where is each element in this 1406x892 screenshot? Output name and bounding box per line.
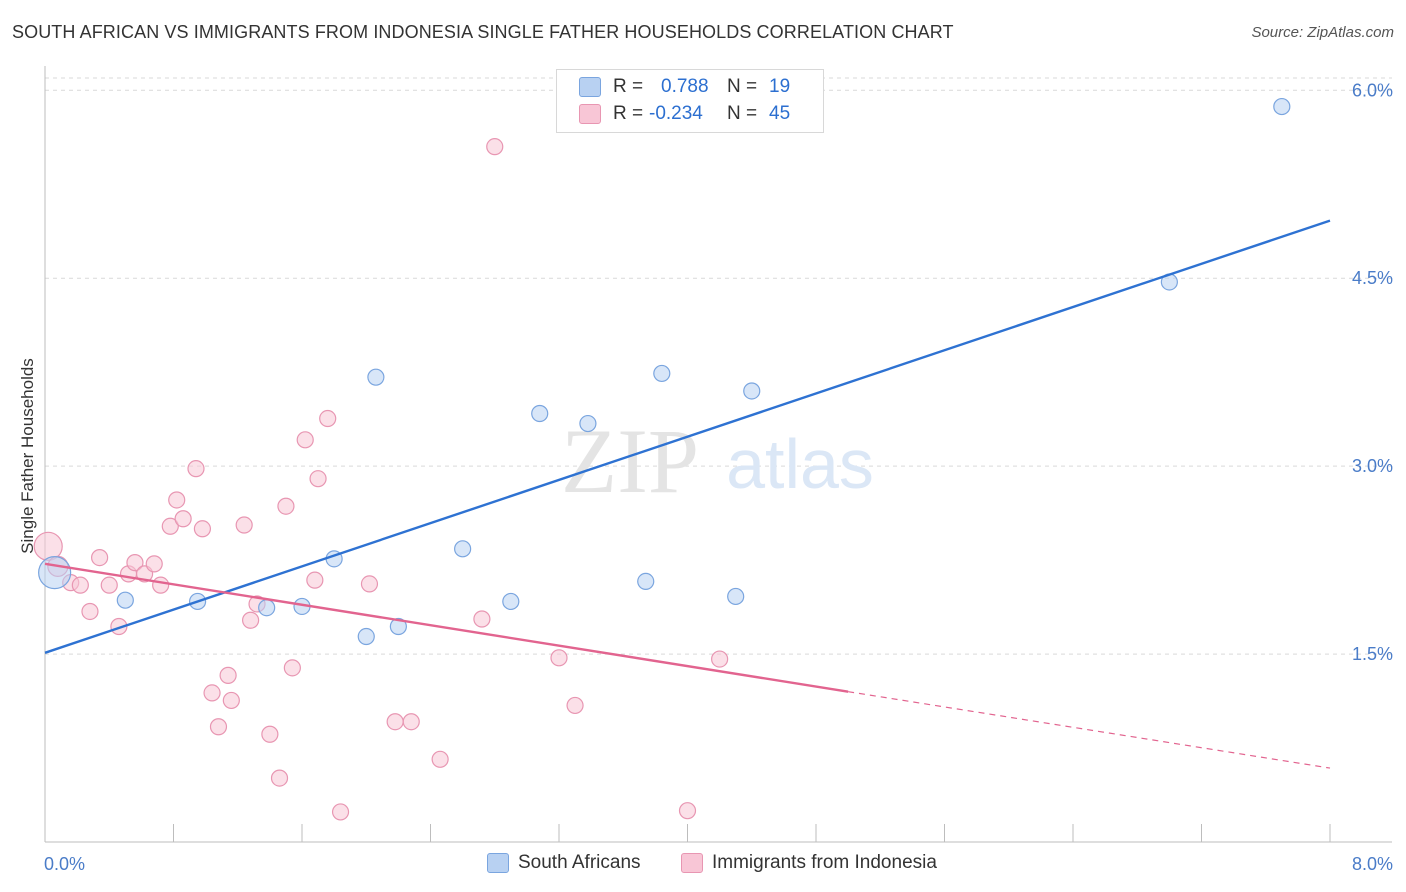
- data-point-immigrants-from-indonesia: [219, 666, 237, 684]
- legend-r-value: 0.788: [661, 76, 709, 97]
- legend-n-value: 45: [769, 103, 791, 124]
- series-legend: South Africans Immigrants from Indonesia: [0, 852, 1406, 878]
- data-point-immigrants-from-indonesia: [309, 470, 327, 488]
- data-point-immigrants-from-indonesia: [203, 684, 221, 702]
- data-point-immigrants-from-indonesia: [486, 138, 504, 156]
- data-point-south-africans: [531, 404, 549, 423]
- trend-lines: [44, 219, 1331, 769]
- data-point-south-africans: [389, 617, 407, 636]
- legend-swatch-pink: [579, 104, 601, 124]
- trend-line-extension-immigrants-from-indonesia: [848, 691, 1331, 769]
- data-point-immigrants-from-indonesia: [360, 575, 379, 593]
- data-point-immigrants-from-indonesia: [331, 803, 350, 821]
- data-point-immigrants-from-indonesia: [242, 611, 260, 629]
- data-point-south-africans: [743, 382, 761, 400]
- data-point-south-africans: [727, 587, 745, 606]
- data-point-immigrants-from-indonesia: [187, 460, 205, 478]
- y-tick-label: 3.0%: [1352, 456, 1393, 476]
- data-point-immigrants-from-indonesia: [270, 769, 289, 787]
- data-point-immigrants-from-indonesia: [81, 602, 99, 621]
- legend-swatch-pink: [681, 853, 703, 873]
- data-point-immigrants-from-indonesia: [306, 571, 324, 589]
- tick-labels: 1.5% 3.0% 4.5% 6.0% 0.0% 8.0%: [44, 80, 1393, 874]
- data-point-immigrants-from-indonesia: [152, 576, 170, 594]
- data-point-immigrants-from-indonesia: [296, 431, 314, 449]
- data-point-immigrants-from-indonesia: [550, 649, 568, 667]
- legend-swatch-blue: [487, 853, 509, 873]
- data-point-immigrants-from-indonesia: [319, 409, 337, 428]
- legend-row-immigrants-from-indonesia: R = -0.234 N = 45: [579, 102, 790, 126]
- axes: [44, 66, 1392, 843]
- data-point-south-africans: [653, 364, 671, 383]
- y-tick-label: 4.5%: [1352, 268, 1393, 288]
- legend-r-label: R =: [613, 76, 644, 97]
- data-point-immigrants-from-indonesia: [71, 576, 89, 594]
- data-point-south-africans: [1273, 97, 1291, 116]
- legend-row-south-africans: R = 0.788 N = 19: [579, 75, 790, 99]
- data-point-south-africans: [579, 414, 597, 433]
- series-south-africans: [38, 97, 1291, 646]
- y-tick-label: 6.0%: [1352, 80, 1393, 100]
- data-point-immigrants-from-indonesia: [402, 713, 420, 731]
- data-point-immigrants-from-indonesia: [174, 510, 192, 528]
- chart-source: Source: ZipAtlas.com: [1251, 24, 1394, 41]
- legend-item-south-africans: South Africans: [487, 852, 641, 874]
- legend-label-south-africans: South Africans: [518, 852, 641, 873]
- data-point-immigrants-from-indonesia: [566, 696, 584, 715]
- data-point-immigrants-from-indonesia: [277, 497, 295, 515]
- watermark-atlas: atlas: [726, 425, 874, 503]
- data-point-south-africans: [454, 540, 472, 558]
- data-point-immigrants-from-indonesia: [161, 517, 179, 535]
- legend-item-immigrants-from-indonesia: Immigrants from Indonesia: [681, 852, 937, 874]
- data-point-south-africans: [116, 591, 134, 609]
- data-point-immigrants-from-indonesia: [91, 548, 109, 567]
- data-point-immigrants-from-indonesia: [678, 802, 697, 820]
- y-tick-label: 1.5%: [1352, 644, 1393, 664]
- data-point-south-africans: [502, 592, 520, 611]
- legend-n-label: N =: [727, 76, 758, 97]
- data-point-immigrants-from-indonesia: [168, 491, 186, 509]
- data-point-immigrants-from-indonesia: [100, 576, 118, 594]
- data-point-south-africans: [38, 556, 72, 590]
- series-immigrants-from-indonesia: [33, 138, 729, 821]
- data-point-immigrants-from-indonesia: [222, 691, 240, 710]
- legend-r-label: R =: [613, 103, 644, 124]
- data-point-south-africans: [258, 599, 276, 617]
- chart-title: SOUTH AFRICAN VS IMMIGRANTS FROM INDONES…: [12, 22, 954, 42]
- trend-line-immigrants-from-indonesia: [44, 562, 849, 693]
- correlation-legend: R = 0.788 N = 19 R = -0.234 N = 45: [556, 69, 824, 133]
- watermark: ZIP atlas: [561, 410, 874, 512]
- data-point-immigrants-from-indonesia: [283, 659, 301, 677]
- data-point-south-africans: [367, 368, 385, 386]
- data-point-immigrants-from-indonesia: [126, 554, 144, 572]
- legend-swatch-blue: [579, 77, 601, 97]
- data-point-immigrants-from-indonesia: [193, 520, 212, 538]
- legend-r-value: -0.234: [649, 103, 703, 124]
- data-point-immigrants-from-indonesia: [386, 713, 404, 731]
- data-point-immigrants-from-indonesia: [431, 750, 449, 768]
- legend-n-label: N =: [727, 103, 758, 124]
- legend-label-immigrants-from-indonesia: Immigrants from Indonesia: [712, 852, 937, 873]
- data-point-south-africans: [637, 572, 655, 591]
- y-axis-title: Single Father Households: [18, 358, 37, 554]
- data-point-immigrants-from-indonesia: [235, 516, 253, 534]
- x-tick-label-max: 8.0%: [1352, 854, 1393, 874]
- data-point-immigrants-from-indonesia: [145, 555, 163, 573]
- legend-n-value: 19: [769, 76, 791, 97]
- trend-line-south-africans: [44, 219, 1331, 654]
- data-point-south-africans: [357, 627, 375, 646]
- data-point-immigrants-from-indonesia: [473, 610, 491, 628]
- data-point-immigrants-from-indonesia: [711, 650, 729, 668]
- data-point-immigrants-from-indonesia: [209, 718, 228, 736]
- gridlines: [45, 77, 1392, 655]
- x-tick-label-min: 0.0%: [44, 854, 85, 874]
- data-point-immigrants-from-indonesia: [261, 725, 279, 743]
